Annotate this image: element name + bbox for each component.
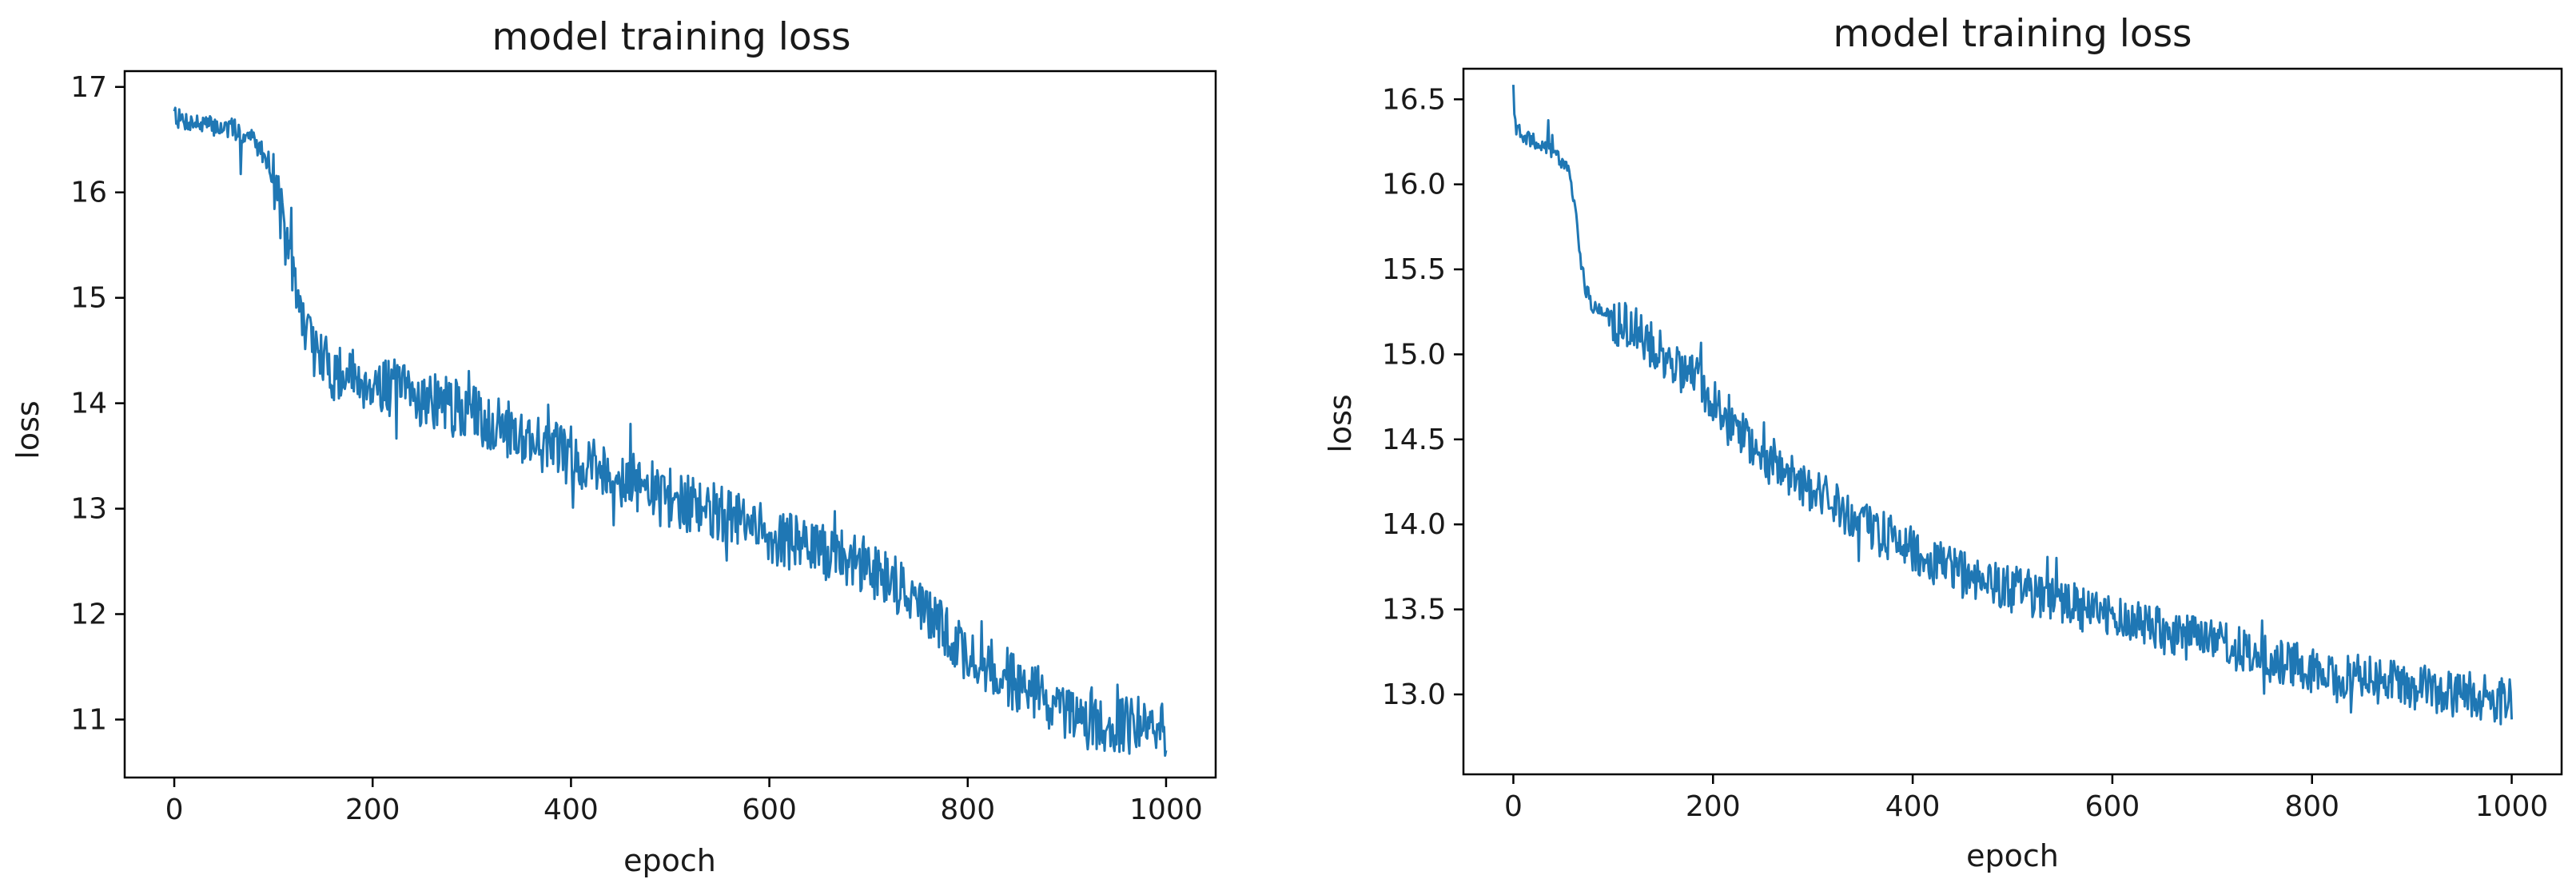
chart-left: model training loss epoch loss 0 200 400 60… (10, 15, 1217, 878)
chart-right-plot: 0 200 400 600 800 1000 13.0 13.5 14.0 14.5 15.0 15.… (1382, 83, 2549, 823)
chart-left-ytick-label: 13 (70, 493, 107, 526)
chart-right-title: model training loss (1833, 12, 2192, 56)
chart-left-ylabel: loss (10, 400, 46, 459)
chart-right-ytick-label: 14.0 (1382, 508, 1446, 541)
chart-left-xtick-label: 200 (345, 794, 400, 826)
chart-right: model training loss epoch loss 0 200 400 60… (1323, 12, 2563, 873)
chart-right-ytick-label: 15.5 (1382, 253, 1446, 286)
chart-left-xtick-label: 600 (742, 794, 797, 826)
chart-left-xtick-label: 0 (165, 794, 184, 826)
chart-left-ytick-label: 11 (70, 703, 107, 736)
chart-left-ytick-label: 16 (70, 177, 107, 209)
chart-left-ytick-label: 14 (70, 388, 107, 420)
chart-right-ylabel: loss (1323, 394, 1358, 452)
chart-right-ytick-label: 13.0 (1382, 678, 1446, 711)
chart-left-title: model training loss (492, 15, 850, 59)
chart-left-frame (123, 70, 1217, 779)
chart-right-ytick-label: 15.0 (1382, 338, 1446, 371)
chart-right-xlabel: epoch (1966, 838, 2059, 873)
chart-right-xtick-label: 800 (2284, 790, 2339, 823)
chart-right-ytick-label: 13.5 (1382, 594, 1446, 626)
chart-left-ytick-label: 12 (70, 598, 107, 630)
chart-right-ytick-label: 14.5 (1382, 424, 1446, 456)
chart-left-xtick-label: 400 (543, 794, 599, 826)
chart-left-xlabel: epoch (623, 843, 716, 878)
chart-left-ytick-label: 17 (70, 71, 107, 104)
chart-right-xtick-label: 200 (1686, 790, 1741, 823)
chart-right-series-line (1511, 85, 2514, 726)
chart-right-frame (1462, 67, 2563, 776)
chart-right-xtick-label: 1000 (2475, 790, 2549, 823)
chart-right-ytick-label: 16.5 (1382, 83, 1446, 116)
chart-right-ytick-label: 16.0 (1382, 169, 1446, 201)
chart-right-xtick-label: 0 (1504, 790, 1523, 823)
chart-left-ytick-label: 15 (70, 282, 107, 315)
chart-right-xtick-label: 400 (1885, 790, 1941, 823)
chart-left-plot: 0 200 400 600 800 1000 11 12 13 14 15 16 17 (70, 71, 1203, 826)
chart-right-xtick-label: 600 (2085, 790, 2140, 823)
chart-left-xtick-label: 800 (940, 794, 995, 826)
chart-left-series-line (173, 106, 1168, 758)
chart-left-xtick-label: 1000 (1129, 794, 1203, 826)
